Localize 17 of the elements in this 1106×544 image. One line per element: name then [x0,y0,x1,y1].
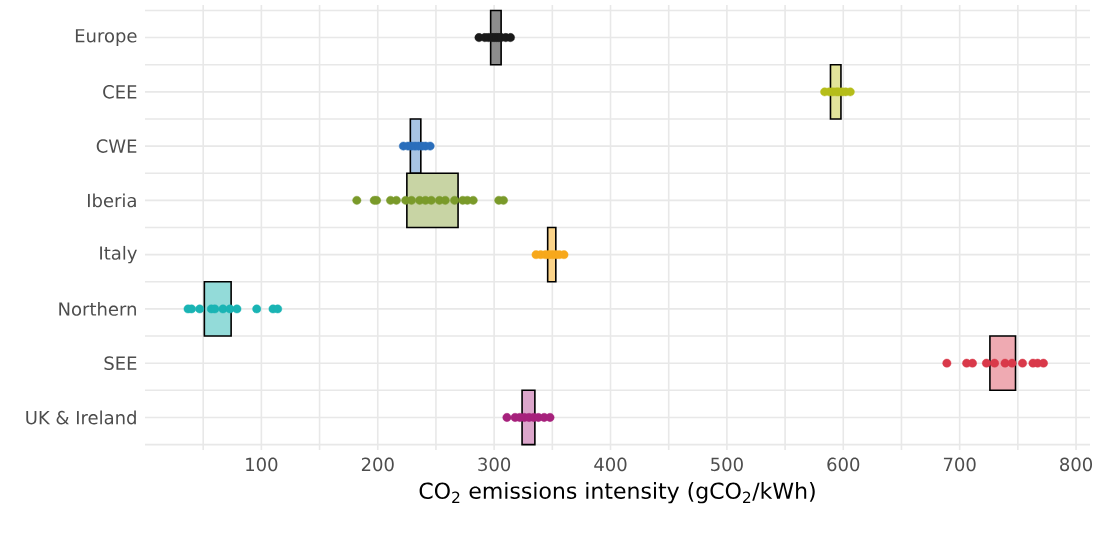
x-tick-label: 600 [827,457,860,472]
y-tick-label: SEE [104,356,137,370]
x-axis-title: CO$_{2}$ emissions intensity (gCO$_{2}$/kWh) [419,482,815,504]
y-tick-label: Italy [100,245,137,264]
y-tick-label: CEE [103,85,137,99]
x-tick-label: 200 [361,457,394,472]
y-tick-label: CWE [96,139,137,153]
y-tick-label: UK & Ireland [26,410,136,425]
x-tick-label: 300 [478,457,511,472]
y-tick-label: Northern [59,301,136,316]
y-tick-label: Europe [75,29,137,46]
y-tick-label: Iberia [88,193,136,208]
x-tick-label: 500 [711,457,743,472]
x-tick-label: 400 [594,457,627,472]
x-tick-label: 800 [1060,457,1093,472]
x-tick-label: 100 [246,457,278,472]
x-tick-label: 700 [943,457,976,472]
